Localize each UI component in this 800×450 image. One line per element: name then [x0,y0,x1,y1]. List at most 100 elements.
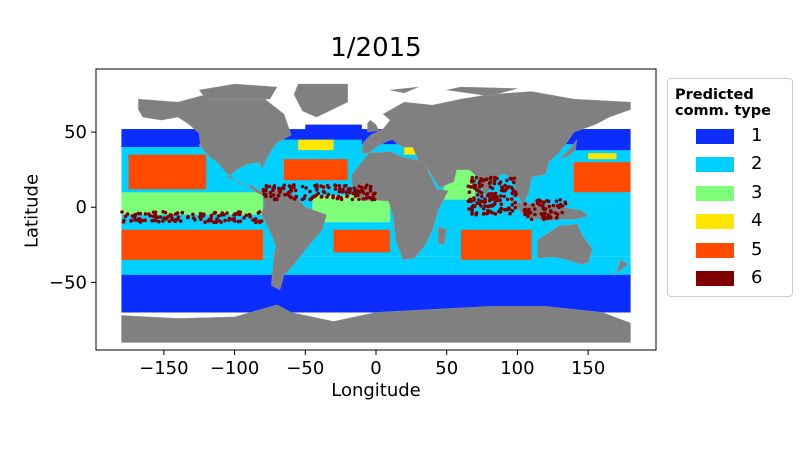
zone-5 [121,229,263,260]
data-point-type-6 [507,185,511,189]
land-polygon [198,83,278,100]
data-point-type-6 [485,211,490,216]
x-tick-label: −150 [139,358,188,379]
data-point-type-6 [526,214,530,219]
legend: Predicted comm. type 1 2 3 4 5 6 [667,78,793,297]
data-point-type-6 [533,207,537,211]
zone-5 [128,154,207,190]
data-point-type-6 [148,213,153,218]
data-point-type-6 [510,209,515,213]
legend-label: 1 [751,125,763,146]
data-point-type-6 [472,186,477,190]
data-point-type-6 [541,206,546,211]
data-point-type-6 [495,195,499,199]
data-point-type-6 [560,210,564,215]
data-point-type-6 [170,216,174,220]
land-polygon [121,304,631,343]
data-point-type-6 [242,216,246,220]
data-point-type-6 [364,192,369,197]
land-polygon [613,259,629,277]
data-point-type-6 [486,193,490,198]
data-point-type-6 [247,212,252,217]
land-polygon [537,223,593,265]
legend-label: 2 [751,153,763,175]
data-point-type-6 [492,202,497,207]
data-point-type-6 [563,201,568,206]
data-point-type-6 [482,200,487,204]
data-point-type-6 [467,198,472,202]
data-point-type-6 [150,218,154,223]
data-point-type-6 [313,194,317,199]
data-point-type-6 [509,185,514,190]
data-point-type-6 [191,212,195,217]
data-point-type-6 [264,183,269,188]
data-point-type-6 [540,203,545,208]
data-point-type-6 [548,209,553,213]
data-point-type-6 [482,211,487,216]
legend-swatch [696,214,734,230]
data-point-type-6 [479,191,484,195]
data-point-type-6 [496,198,500,203]
zone-2 [121,259,631,275]
data-point-type-6 [502,194,507,199]
data-point-type-6 [198,215,202,219]
legend-label: 4 [751,210,763,232]
data-point-type-6 [289,186,293,191]
data-point-type-6 [512,180,516,185]
data-point-type-6 [136,218,140,223]
data-point-type-6 [333,183,338,188]
land-polygon [293,83,348,118]
data-point-type-6 [357,197,361,202]
data-point-type-6 [470,207,475,212]
data-point-type-6 [523,207,528,212]
data-point-type-6 [254,220,258,225]
data-point-type-6 [209,213,214,218]
zone-4 [298,139,334,151]
data-point-type-6 [216,214,221,218]
data-point-type-6 [337,189,342,194]
data-point-type-6 [271,193,276,197]
data-point-type-6 [486,204,490,209]
data-point-type-6 [191,216,196,220]
data-point-type-6 [300,184,305,189]
data-point-type-6 [513,205,517,210]
data-point-type-6 [495,176,499,181]
data-point-type-6 [227,216,232,221]
data-point-type-6 [467,207,471,211]
data-point-type-6 [129,219,133,223]
data-point-type-6 [489,175,493,180]
data-point-type-6 [232,213,236,217]
data-point-type-6 [253,217,258,221]
zone-5 [333,229,391,253]
data-point-type-6 [166,215,170,219]
data-point-type-6 [474,212,478,217]
data-point-type-6 [513,193,518,198]
legend-title: Predicted comm. type [675,87,771,119]
data-point-type-6 [488,180,493,184]
data-point-type-6 [138,211,143,216]
legend-swatch [696,242,734,258]
y-tick-label: 50 [64,122,87,143]
data-point-type-6 [479,199,484,204]
data-point-type-6 [338,187,342,191]
data-point-type-6 [492,178,497,183]
data-point-type-6 [553,211,557,215]
data-point-type-6 [513,190,518,194]
data-point-type-6 [508,211,512,216]
data-point-type-6 [531,203,535,207]
data-point-type-6 [336,194,341,199]
data-point-type-6 [236,219,241,224]
land-polygon [361,91,631,205]
data-point-type-6 [151,210,156,215]
data-point-type-6 [467,190,472,194]
data-point-type-6 [206,219,210,223]
data-point-type-6 [337,184,342,188]
data-point-type-6 [498,194,503,198]
data-point-type-6 [238,210,243,214]
data-point-type-6 [333,187,338,191]
data-point-type-6 [225,211,229,215]
data-point-type-6 [487,198,492,203]
data-point-type-6 [542,200,546,205]
legend-label: 3 [751,181,763,203]
data-point-type-6 [222,213,226,217]
